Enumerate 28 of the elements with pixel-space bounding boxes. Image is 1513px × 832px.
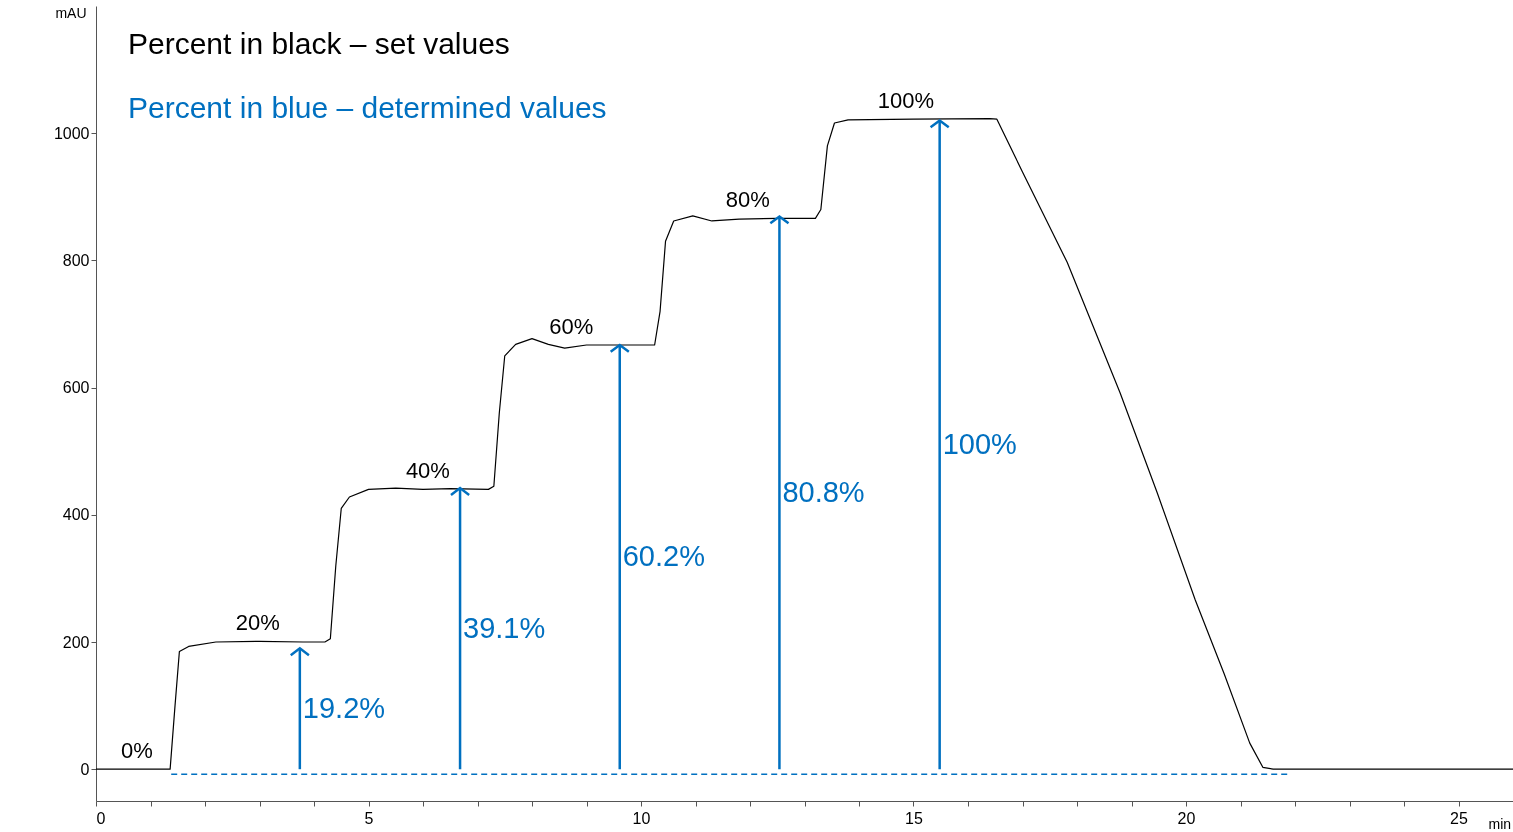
y-tick-label: 600 bbox=[62, 379, 90, 397]
annotation: 39.1% bbox=[463, 611, 546, 644]
y-tick-label: 200 bbox=[62, 633, 90, 651]
annotation: 80.8% bbox=[782, 475, 865, 508]
x-tick-label: 25 bbox=[1450, 809, 1468, 827]
annotation: 0% bbox=[120, 738, 153, 764]
y-tick-label: 400 bbox=[62, 506, 90, 524]
annotation: 20% bbox=[235, 610, 280, 636]
annotation: 40% bbox=[405, 457, 450, 483]
annotation: 60% bbox=[549, 313, 594, 339]
annotation: 19.2% bbox=[302, 691, 386, 724]
annotation: 100% bbox=[942, 427, 1017, 460]
annotation: 80% bbox=[725, 187, 770, 213]
y-tick-label: 800 bbox=[62, 251, 90, 269]
x-tick-label: 5 bbox=[364, 809, 374, 827]
x-tick-label: 15 bbox=[905, 809, 923, 827]
x-tick-label: 10 bbox=[632, 809, 651, 827]
x-tick-label: 0 bbox=[96, 809, 106, 827]
line-series bbox=[96, 117, 1513, 770]
text: Percent in blue – determined values bbox=[128, 91, 607, 124]
y-axis-title: mAU bbox=[55, 4, 87, 21]
annotation: 60.2% bbox=[622, 540, 705, 573]
x-tick-label: 20 bbox=[1177, 809, 1196, 827]
x-axis-title: min bbox=[1488, 815, 1512, 832]
y-tick-label: 0 bbox=[80, 760, 90, 778]
y-tick-label: 1000 bbox=[53, 124, 90, 142]
text: Percent in black – set values bbox=[128, 27, 510, 60]
annotation: 100% bbox=[877, 88, 935, 114]
